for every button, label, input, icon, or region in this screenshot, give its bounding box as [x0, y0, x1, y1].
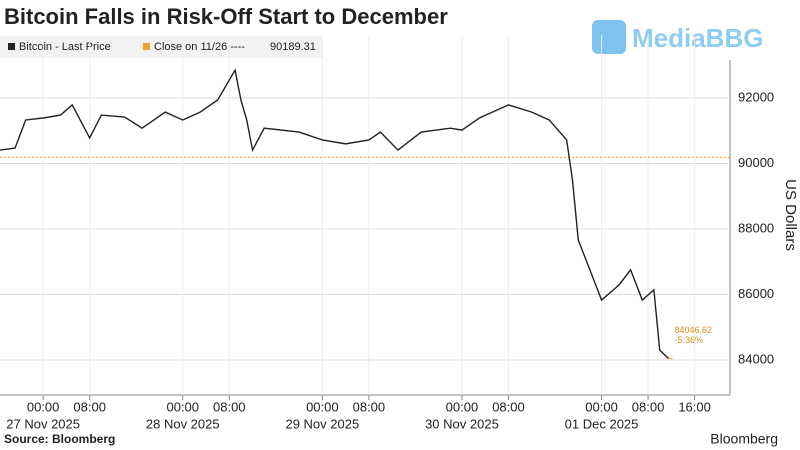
x-tick-label: 08:00: [632, 399, 665, 414]
date-label: 28 Nov 2025: [146, 416, 220, 431]
chart-title: Bitcoin Falls in Risk-Off Start to Decem…: [4, 4, 448, 29]
legend-label: Bitcoin - Last Price: [19, 41, 111, 53]
legend-value: 90189.31: [270, 41, 316, 53]
y-tick-label: 84000: [738, 351, 774, 366]
last-change: -5.36%: [674, 335, 703, 345]
brand: Bloomberg: [710, 431, 778, 447]
x-tick-label: 00:00: [446, 399, 479, 414]
legend-label: Close on 11/26 ----: [154, 41, 245, 53]
legend-swatch: [8, 43, 15, 50]
x-tick-label: 00:00: [585, 399, 618, 414]
date-label: 01 Dec 2025: [565, 416, 639, 431]
x-tick-label: 00:00: [27, 399, 60, 414]
y-axis-label: US Dollars: [782, 179, 799, 251]
source: Source: Bloomberg: [4, 432, 115, 446]
date-label: 30 Nov 2025: [425, 416, 499, 431]
y-tick-label: 90000: [738, 155, 774, 170]
x-tick-label: 00:00: [306, 399, 339, 414]
watermark: MediaBBG: [632, 23, 763, 53]
last-value: 84046.62: [674, 325, 712, 335]
y-tick-label: 92000: [738, 89, 774, 104]
date-label: 27 Nov 2025: [6, 416, 80, 431]
y-tick-label: 88000: [738, 220, 774, 235]
x-tick-label: 08:00: [213, 399, 246, 414]
x-tick-label: 08:00: [353, 399, 386, 414]
date-label: 29 Nov 2025: [285, 416, 359, 431]
x-tick-label: 00:00: [166, 399, 199, 414]
price-line: [0, 68, 669, 359]
legend-box: [0, 36, 322, 58]
x-tick-label: 16:00: [678, 399, 711, 414]
legend-swatch: [143, 43, 150, 50]
x-tick-label: 08:00: [73, 399, 106, 414]
x-tick-label: 08:00: [492, 399, 525, 414]
y-tick-label: 86000: [738, 286, 774, 301]
watermark-icon: [592, 20, 626, 54]
